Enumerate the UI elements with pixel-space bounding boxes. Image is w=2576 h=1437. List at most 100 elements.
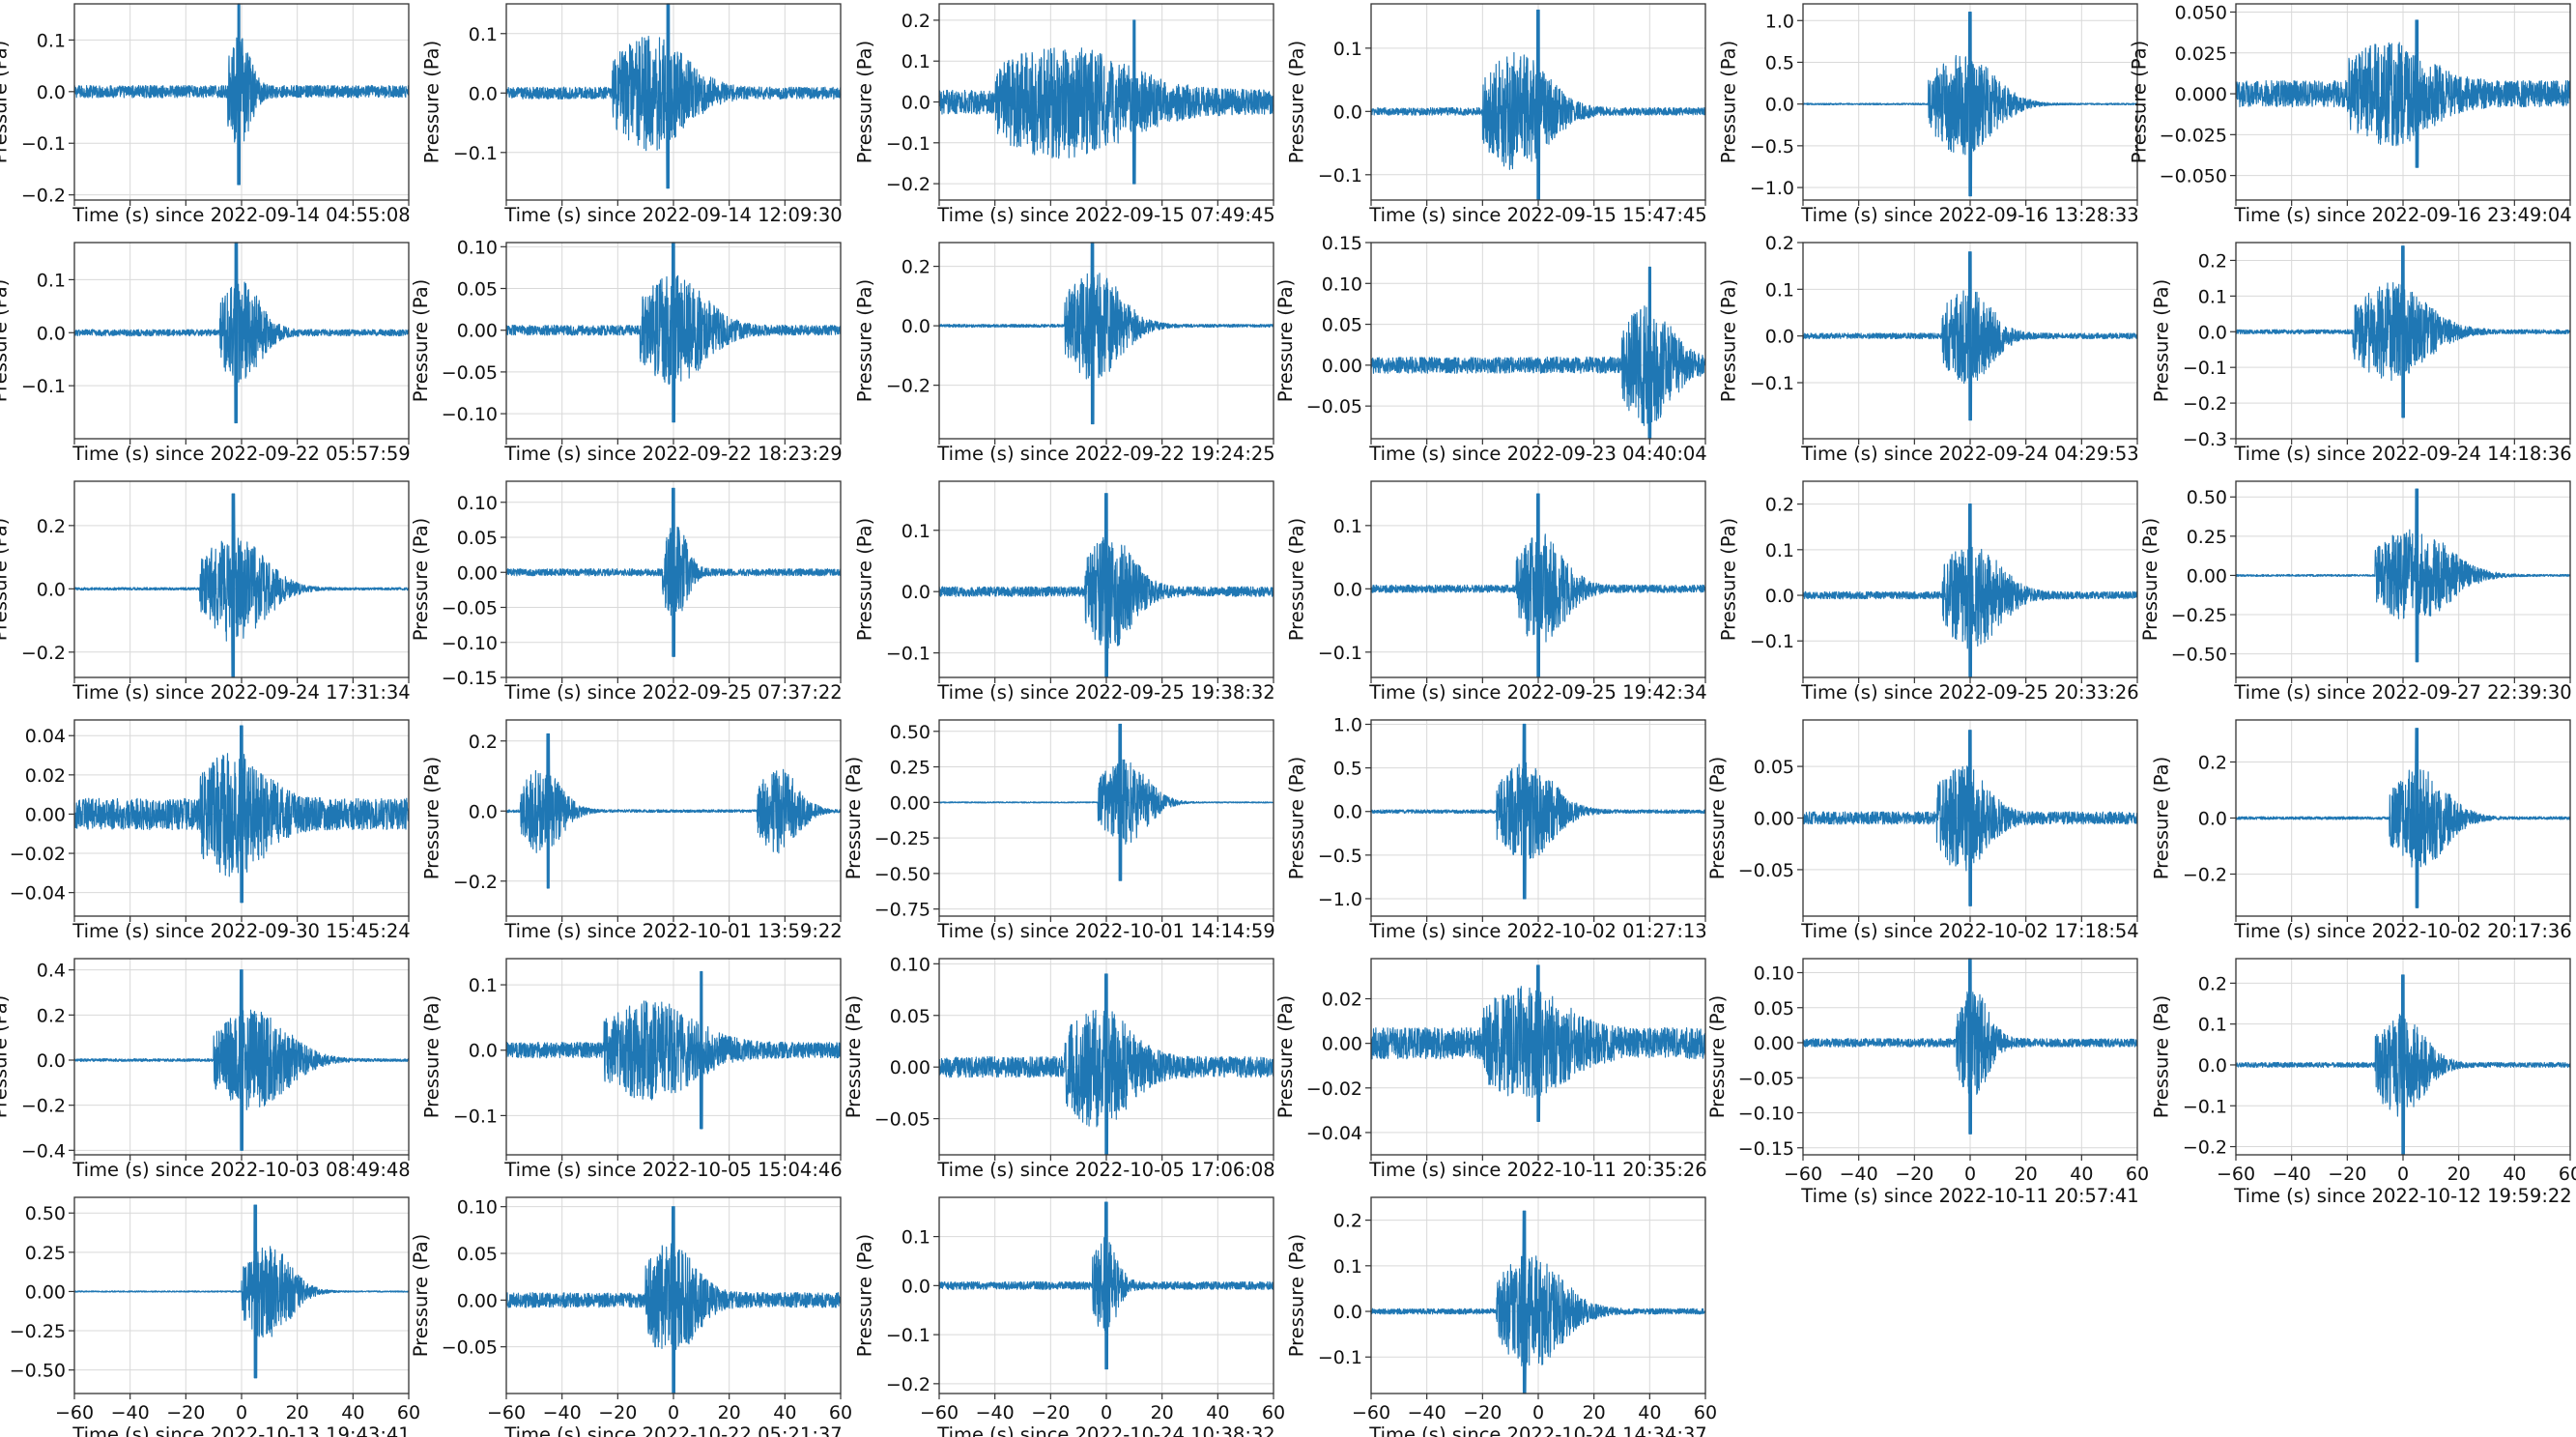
pressure-trace bbox=[73, 3, 410, 186]
pressure-trace bbox=[73, 242, 410, 424]
panel-12: −0.3 −0.2 −0.1 0.0 0.1 0.2 Pressure (Pa) Time (… bbox=[2151, 242, 2572, 465]
y-tick-label: 0.50 bbox=[25, 1203, 66, 1224]
y-tick-label: 0.00 bbox=[1322, 1034, 1362, 1055]
y-tick-label: −0.02 bbox=[10, 844, 66, 865]
y-tick-label: 0.0 bbox=[2198, 1055, 2227, 1077]
pressure-trace bbox=[1802, 503, 2138, 678]
y-tick-label: 0.04 bbox=[25, 726, 66, 747]
y-tick-label: 0.2 bbox=[2198, 250, 2227, 272]
y-tick-label: −0.1 bbox=[1318, 643, 1362, 664]
x-tick-label: −40 bbox=[543, 1402, 582, 1423]
y-tick-label: 0.50 bbox=[2187, 487, 2227, 508]
y-tick-label: 0.10 bbox=[890, 954, 930, 975]
y-tick-label: 0.1 bbox=[2198, 1015, 2227, 1036]
y-tick-label: −0.1 bbox=[21, 376, 66, 397]
x-axis-label: Time (s) since 2022-09-27 22:39:30 bbox=[2233, 681, 2571, 704]
panel-14: −0.15 −0.10 −0.05 0.00 0.05 0.10 Pressure (Pa)… bbox=[410, 480, 843, 704]
y-tick-label: 0.2 bbox=[469, 732, 498, 753]
x-axis-label: Time (s) since 2022-09-15 15:47:45 bbox=[1368, 204, 1706, 226]
y-tick-label: 0.0 bbox=[1765, 327, 1794, 348]
pressure-trace bbox=[73, 969, 410, 1151]
x-axis-label: Time (s) since 2022-09-25 19:38:32 bbox=[936, 681, 1274, 704]
panel-20: −0.2 0.0 0.2 Pressure (Pa) Time (s) since 20… bbox=[421, 719, 843, 942]
pressure-trace bbox=[1370, 493, 1706, 678]
y-tick-label: 0.0 bbox=[37, 323, 66, 344]
y-tick-label: 0.05 bbox=[457, 1244, 498, 1265]
y-tick-label: −0.025 bbox=[2160, 125, 2227, 146]
y-tick-label: −0.2 bbox=[21, 643, 66, 664]
y-axis-label: Pressure (Pa) bbox=[410, 1234, 432, 1358]
pressure-trace bbox=[938, 1201, 1274, 1370]
x-axis-label: Time (s) since 2022-10-01 13:59:22 bbox=[503, 920, 842, 942]
y-axis-label: Pressure (Pa) bbox=[1718, 518, 1740, 642]
x-axis-label: Time (s) since 2022-10-05 15:04:46 bbox=[503, 1159, 842, 1181]
y-tick-label: 0.1 bbox=[902, 521, 930, 542]
panel-21: −0.75 −0.50 −0.25 0.00 0.25 0.50 Pressure (Pa)… bbox=[843, 719, 1275, 942]
y-tick-label: 0.25 bbox=[890, 758, 930, 779]
x-tick-label: 40 bbox=[1206, 1402, 1229, 1423]
y-tick-label: 0.0 bbox=[469, 83, 498, 104]
x-tick-label: 60 bbox=[829, 1402, 852, 1423]
pressure-trace bbox=[1370, 723, 1706, 900]
y-axis-label: Pressure (Pa) bbox=[2151, 279, 2173, 403]
y-tick-label: −0.2 bbox=[886, 1374, 930, 1395]
y-axis-label: Pressure (Pa) bbox=[854, 279, 876, 403]
y-tick-label: −0.05 bbox=[442, 598, 498, 619]
y-tick-label: −0.1 bbox=[453, 143, 498, 164]
y-tick-label: −0.25 bbox=[2171, 605, 2227, 626]
y-tick-label: −0.2 bbox=[453, 872, 498, 893]
y-tick-label: 0.00 bbox=[1322, 356, 1362, 377]
pressure-trace bbox=[1370, 9, 1706, 201]
y-tick-label: −0.5 bbox=[1318, 846, 1362, 867]
pressure-trace bbox=[1370, 1210, 1706, 1394]
y-tick-label: 1.0 bbox=[1765, 11, 1794, 32]
x-tick-label: 40 bbox=[773, 1402, 796, 1423]
panel-32: −0.05 0.00 0.05 0.10 Pressure (Pa) −60 −40 −20 0… bbox=[410, 1196, 852, 1437]
x-tick-label: 20 bbox=[2447, 1164, 2471, 1185]
y-axis-label: Pressure (Pa) bbox=[843, 995, 865, 1119]
panel-18: −0.50 −0.25 0.00 0.25 0.50 Pressure (Pa) Time … bbox=[2139, 480, 2572, 704]
pressure-trace bbox=[73, 1204, 410, 1379]
y-tick-label: 0.00 bbox=[890, 1057, 930, 1078]
pressure-trace bbox=[2235, 728, 2571, 908]
y-axis-label: Pressure (Pa) bbox=[0, 279, 12, 403]
y-tick-label: −0.02 bbox=[1306, 1078, 1362, 1100]
y-axis-label: Pressure (Pa) bbox=[854, 41, 876, 164]
y-tick-label: 0.2 bbox=[37, 1005, 66, 1026]
x-axis-label: Time (s) since 2022-09-22 19:24:25 bbox=[936, 443, 1274, 465]
pressure-trace bbox=[2235, 974, 2571, 1156]
x-axis-label: Time (s) since 2022-09-24 14:18:36 bbox=[2233, 443, 2571, 465]
x-tick-label: 60 bbox=[2126, 1164, 2149, 1185]
y-tick-label: −0.50 bbox=[10, 1361, 66, 1382]
pressure-trace bbox=[1802, 730, 2138, 906]
panel-19: −0.04−0.020.000.020.04Pressure (Pa)Time … bbox=[10, 719, 411, 942]
x-axis-label: Time (s) since 2022-10-01 14:14:59 bbox=[936, 920, 1274, 942]
x-tick-label: −40 bbox=[111, 1402, 150, 1423]
y-tick-label: 0.10 bbox=[457, 237, 498, 258]
panel-17: −0.1 0.0 0.1 0.2 Pressure (Pa) Time (s) since… bbox=[1718, 480, 2139, 704]
pressure-trace bbox=[1370, 266, 1706, 440]
y-tick-label: 0.1 bbox=[902, 1227, 930, 1249]
y-tick-label: 0.1 bbox=[1333, 1256, 1362, 1278]
y-tick-label: −0.4 bbox=[21, 1140, 66, 1162]
x-tick-label: 0 bbox=[1532, 1402, 1544, 1423]
y-axis-label: Pressure (Pa) bbox=[843, 757, 865, 880]
y-tick-label: 0.1 bbox=[902, 51, 930, 72]
pressure-trace bbox=[2235, 19, 2571, 168]
y-tick-label: 0.05 bbox=[1322, 315, 1362, 336]
y-tick-label: 0.1 bbox=[1765, 540, 1794, 561]
x-tick-label: −20 bbox=[2328, 1164, 2366, 1185]
x-tick-label: 40 bbox=[1638, 1402, 1661, 1423]
pressure-trace bbox=[2235, 488, 2571, 663]
panel-1: −0.2 −0.1 0.0 0.1 Pressure (Pa) Time (s) sinc… bbox=[0, 3, 411, 226]
y-tick-label: 0.1 bbox=[1333, 39, 1362, 60]
pressure-trace bbox=[505, 970, 842, 1130]
y-tick-label: 0.0 bbox=[469, 1041, 498, 1062]
x-axis-label: Time (s) since 2022-09-24 17:31:34 bbox=[72, 681, 410, 704]
panel-30: −0.2 −0.1 0.0 0.1 0.2 Pressure (Pa) −60 −40 −20 0… bbox=[2151, 958, 2576, 1207]
y-tick-label: −0.05 bbox=[874, 1109, 930, 1131]
x-tick-label: 60 bbox=[1262, 1402, 1285, 1423]
y-tick-label: 0.0 bbox=[902, 1276, 930, 1297]
y-axis-label: Pressure (Pa) bbox=[0, 41, 12, 164]
y-axis-label: Pressure (Pa) bbox=[410, 279, 432, 403]
